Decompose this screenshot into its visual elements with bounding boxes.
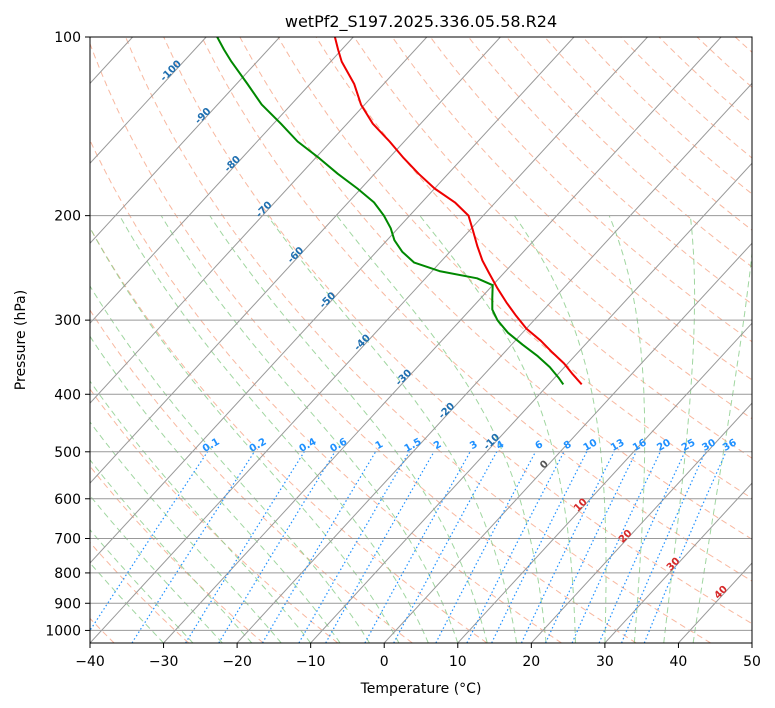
dry-adiabat xyxy=(620,37,752,159)
mixing-ratio-line xyxy=(218,451,336,643)
axis-layer: −40 −30 −20 −10 0 10 20 30 40 50 100 200 300 400 500 60… xyxy=(45,30,761,670)
y-tick-label: 800 xyxy=(54,566,81,582)
dewpoint-profile xyxy=(216,37,565,385)
moist-adiabat xyxy=(692,248,752,643)
y-tick-label: 100 xyxy=(54,30,81,46)
mixing-ratio-label: 6 xyxy=(533,439,545,452)
dry-adiabat xyxy=(315,37,752,459)
moist-adiabat xyxy=(419,215,576,643)
y-tick-label: 500 xyxy=(54,445,81,461)
moist-adiabat xyxy=(267,215,518,643)
x-tick-label: 0 xyxy=(380,654,389,670)
mixing-ratio-line xyxy=(131,451,255,643)
mixing-ratio-line xyxy=(364,451,471,643)
moist-adiabat xyxy=(336,215,547,643)
temperature-profile xyxy=(333,37,583,386)
dry-adiabat xyxy=(506,37,752,268)
y-tick-label: 200 xyxy=(54,209,81,225)
y-tick-label: 1000 xyxy=(45,623,81,639)
mixing-ratio-label: 2 xyxy=(432,439,444,452)
isotherm-line xyxy=(163,37,722,643)
isotherm-line xyxy=(90,37,575,564)
isotherm-line xyxy=(457,322,752,643)
series-layer xyxy=(216,37,583,386)
isotherm-line xyxy=(90,37,648,643)
y-tick-label: 900 xyxy=(54,596,81,612)
dry-adiabat xyxy=(90,226,488,643)
x-tick-label: 20 xyxy=(522,654,540,670)
x-tick-label: −40 xyxy=(75,654,105,670)
isotherm-line xyxy=(310,162,752,643)
mixing-ratio-label: 3 xyxy=(468,439,480,452)
x-tick-label: 40 xyxy=(669,654,687,670)
isotherm-line xyxy=(383,242,752,643)
mixing-ratio-line xyxy=(90,451,208,632)
dry-adiabat xyxy=(277,37,752,499)
isotherm-line xyxy=(90,37,281,244)
moist-adiabat xyxy=(608,215,646,643)
y-axis-label: Pressure (hPa) xyxy=(13,290,29,390)
dry-adiabat xyxy=(201,37,752,582)
y-tick-label: 600 xyxy=(54,492,81,508)
x-tick-label: 10 xyxy=(449,654,467,670)
x-tick-label: −10 xyxy=(296,654,326,670)
dry-adiabat xyxy=(125,37,712,643)
dry-adiabat xyxy=(391,37,752,381)
isotherm-line xyxy=(90,37,207,165)
moist-adiabat xyxy=(90,335,341,643)
moist-adiabat xyxy=(90,226,400,643)
y-tick-label: 700 xyxy=(54,532,81,548)
mixing-ratio-label: 4 xyxy=(495,439,507,452)
moist-adiabat xyxy=(663,215,696,643)
mixing-ratio-line xyxy=(393,451,498,643)
mixing-ratio-line xyxy=(491,451,588,643)
dry-adiabat xyxy=(163,37,752,625)
x-tick-label: −30 xyxy=(149,654,179,670)
grid-layer xyxy=(90,37,752,643)
x-tick-label: −20 xyxy=(222,654,252,670)
dry-adiabat xyxy=(90,139,562,643)
x-tick-label: 50 xyxy=(743,654,761,670)
plot-frame xyxy=(89,36,753,644)
chart-title: wetPf2_S197.2025.336.05.58.R24 xyxy=(285,12,557,32)
isotherm-line xyxy=(530,402,752,643)
moist-adiabat xyxy=(119,215,429,643)
x-tick-label: 30 xyxy=(596,654,614,670)
dry-adiabat xyxy=(90,42,637,643)
mixing-ratio-line xyxy=(621,451,706,643)
y-tick-label: 300 xyxy=(54,313,81,329)
x-axis-label: Temperature (°C) xyxy=(360,681,482,697)
isotherm-line xyxy=(90,37,428,404)
moist-adiabat xyxy=(160,215,459,643)
isotherm-line xyxy=(90,37,501,484)
mixing-ratio-line xyxy=(598,451,686,643)
isotherm-line xyxy=(90,37,354,324)
isotherm-line xyxy=(604,482,752,643)
moist-adiabat xyxy=(90,494,223,643)
moist-adiabat xyxy=(513,215,607,643)
y-tick-label: 400 xyxy=(54,387,81,403)
mixing-ratio-label: 1 xyxy=(374,439,386,452)
mixing-ratio-line xyxy=(643,451,727,643)
dry-adiabat xyxy=(90,309,413,643)
dry-adiabat xyxy=(353,37,752,420)
mixing-ratio-label: 8 xyxy=(562,439,574,452)
